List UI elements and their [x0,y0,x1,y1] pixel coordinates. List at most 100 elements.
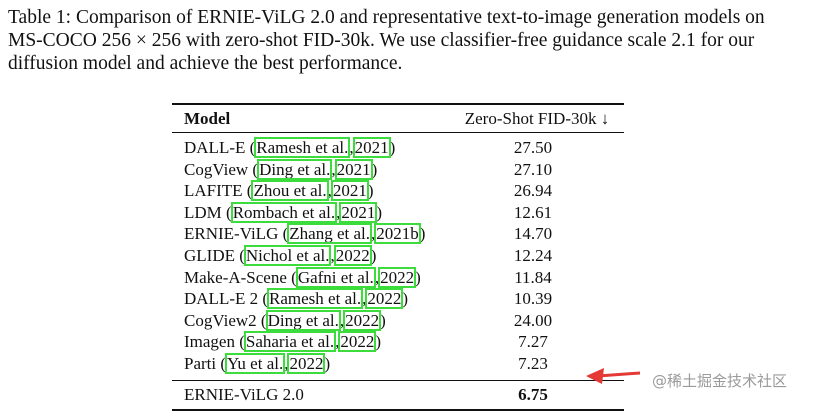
model-cell: DALL-E 2 (Ramesh et al.,2022) [184,288,408,310]
table-row: CogView (Ding et al.,2021) 27.10 [172,158,624,181]
score-cell: 11.84 [514,267,552,287]
model-text: ) [389,138,396,157]
model-text: LDM ( [184,202,232,222]
model-text: ) [371,159,378,179]
table-body: DALL-E (Ramesh et al.,2021) 27.50 CogView … [172,137,624,375]
score-cell: 26.94 [513,181,553,201]
citation-link: Zhang et al. [287,223,372,245]
table-row: Make-A-Scene (Gafni et al.,2022) 11.84 [172,266,624,289]
model-text: , [331,159,336,179]
header-row: Model Zero-Shot FID-30k ↓ [172,105,624,133]
header-cell: Model [184,109,231,128]
model-text: , [370,224,376,244]
model-cell: Make-A-Scene (Gafni et al.,2022) [184,266,421,289]
model-text: DALL-E 2 ( [184,289,269,309]
model-text: GLIDE ( [184,245,245,265]
model-cell: Imagen (Saharia et al.,2022) [184,331,381,353]
model-text: ) [402,289,409,309]
model-cell: ERNIE-ViLG (Zhang et al.,2021b) [184,223,425,245]
citation-link: 2021 [330,180,369,202]
model-text: , [284,353,289,373]
score-cell: 6.75 [518,384,548,404]
model-text: , [339,310,345,330]
table-row: Imagen (Saharia et al.,2022) 7.27 [172,331,624,353]
model-text: ) [367,181,374,201]
model-text: ) [376,202,383,222]
model-text: , [374,267,380,287]
citation-link: 2021 [352,137,391,158]
citation-link: Rombach et al. [230,201,338,223]
model-text: ) [375,332,382,352]
table-row: DALL-E 2 (Ramesh et al.,2022) 10.39 [172,288,624,310]
citation-link: 2022 [378,266,417,288]
citation-link: 2022 [333,244,372,266]
citation-link: Ramesh et al. [267,288,364,310]
table-row: Parti (Yu et al.,2022) 7.23 [172,352,624,375]
caption-line: Table 1: Comparison of ERNIE-ViLG 2.0 an… [8,7,765,28]
citation-link: 2022 [343,309,382,331]
model-text: , [362,289,367,309]
final-row: ERNIE-ViLG 2.0 6.75 [172,379,624,409]
model-cell: LAFITE (Zhou et al.,2021) [184,180,374,202]
score-cell: 12.24 [513,245,553,265]
model-text: Imagen ( [184,332,245,352]
citation-link: 2022 [287,352,326,374]
citation-link: Ding et al. [265,309,341,331]
model-text: CogView2 ( [184,310,267,330]
citation-link: Gafni et al. [295,266,376,288]
score-cell: 7.23 [518,353,548,373]
model-text: ) [415,267,421,287]
model-text: Parti ( [184,353,227,373]
table-row: ERNIE-ViLG (Zhang et al.,2021b) 14.70 [172,223,624,245]
citation-link: Yu et al. [225,352,286,374]
model-text: , [349,138,354,157]
model-cell: ERNIE-ViLG 2.0 [184,384,304,404]
caption-line: diffusion model and achieve the best per… [8,53,403,74]
citation-link: Zhou et al. [251,180,329,202]
citation-link: 2022 [365,288,404,310]
model-text: , [327,181,332,201]
table: Model Zero-Shot FID-30k ↓ DALL-E (Ramesh… [172,103,624,411]
citation-link: 2021 [339,201,378,223]
score-cell: 27.10 [513,159,553,179]
model-cell: GLIDE (Nichol et al.,2022) [184,244,377,267]
model-cell: DALL-E (Ramesh et al.,2021) [184,137,395,159]
caption-line: MS-COCO 256 × 256 with zero-shot FID-30k… [8,30,755,51]
model-cell: CogView2 (Ding et al.,2022) [184,309,386,332]
score-cell: 27.50 [513,138,553,157]
score-cell: 14.70 [513,224,553,244]
score-cell: 7.27 [518,332,548,352]
citation-link: Ding et al. [257,158,333,180]
model-text: LAFITE ( [184,181,253,201]
model-cell: LDM (Rombach et al.,2021) [184,201,383,224]
citation-link: 2022 [338,331,377,353]
header-cell: Zero-Shot FID-30k ↓ [464,109,610,128]
model-cell: Parti (Yu et al.,2022) [184,352,331,375]
watermark: @稀土掘金技术社区 [652,372,788,390]
caption: Table 1: Comparison of ERNIE-ViLG 2.0 an… [8,6,765,75]
model-text: CogView ( [184,159,259,179]
citation-link: 2021 [334,158,373,180]
model-cell: CogView (Ding et al.,2021) [184,158,378,181]
score-cell: 10.39 [513,289,553,309]
table-row: CogView2 (Ding et al.,2022) 24.00 [172,309,624,332]
model-text: Make-A-Scene ( [184,267,297,287]
table-row: GLIDE (Nichol et al.,2022) 12.24 [172,244,624,267]
model-text: ) [370,245,377,265]
model-text: DALL-E ( [184,138,256,157]
score-cell: 24.00 [513,310,553,330]
citation-link: Nichol et al. [243,244,332,266]
model-text: ) [324,353,331,373]
model-text: , [336,202,341,222]
citation-link: Saharia et al. [243,331,337,353]
model-text: , [330,245,335,265]
model-text: , [335,332,340,352]
citation-link: 2021b [374,223,421,245]
model-text: ) [380,310,386,330]
model-text: ERNIE-ViLG ( [184,224,289,244]
model-text: ) [419,224,426,244]
table-row: LDM (Rombach et al.,2021) 12.61 [172,201,624,224]
table-row: LAFITE (Zhou et al.,2021) 26.94 [172,180,624,202]
score-cell: 12.61 [513,202,553,222]
